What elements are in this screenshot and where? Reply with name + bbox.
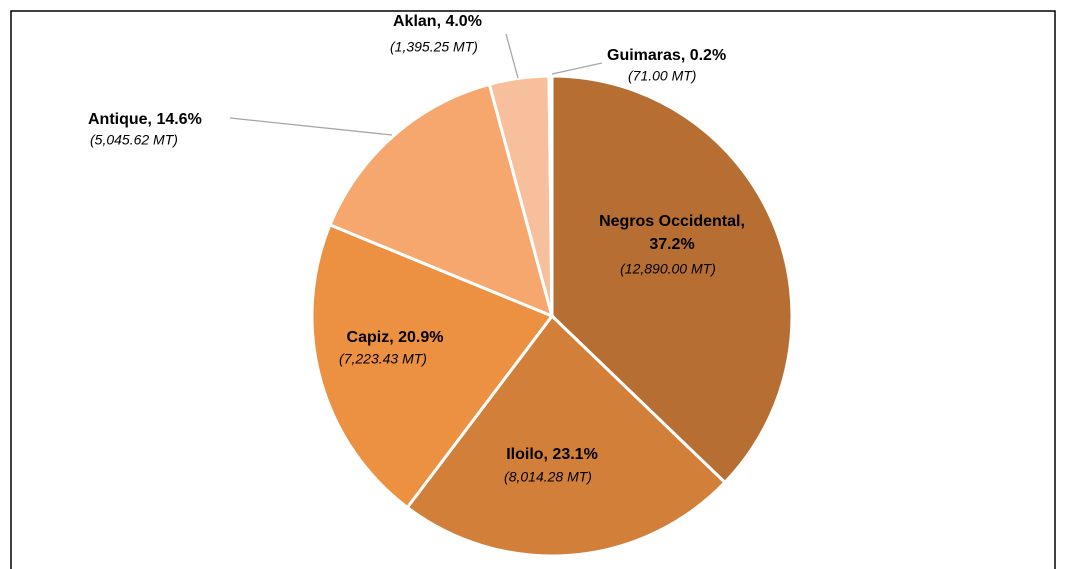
pie-slice: [405, 313, 727, 558]
slice-tonnage: (71.00 MT): [628, 68, 696, 84]
slice-label: Antique, 14.6%: [88, 111, 202, 128]
leader-line: [505, 33, 519, 79]
slice-tonnage: (1,395.25 MT): [390, 39, 478, 55]
slice-tonnage: (12,890.00 MT): [620, 261, 716, 277]
pie-slice: [550, 74, 794, 485]
slice-tonnage: (7,223.43 MT): [339, 351, 427, 367]
pie-slice: [310, 222, 555, 510]
leader-line: [229, 117, 393, 136]
slice-tonnage: (8,014.28 MT): [504, 469, 592, 485]
slice-label: Negros Occidental, 37.2%: [599, 213, 745, 253]
pie-slice: [547, 74, 554, 317]
frame: [10, 10, 1056, 569]
slice-tonnage: (5,045.62 MT): [90, 132, 178, 148]
slice-label: Aklan, 4.0%: [393, 13, 482, 30]
pie-slice: [328, 82, 555, 319]
leader-line: [551, 62, 603, 75]
slice-label: Iloilo, 23.1%: [506, 446, 598, 463]
slice-label: Capiz, 20.9%: [347, 329, 444, 346]
slice-label: Guimaras, 0.2%: [607, 47, 726, 64]
